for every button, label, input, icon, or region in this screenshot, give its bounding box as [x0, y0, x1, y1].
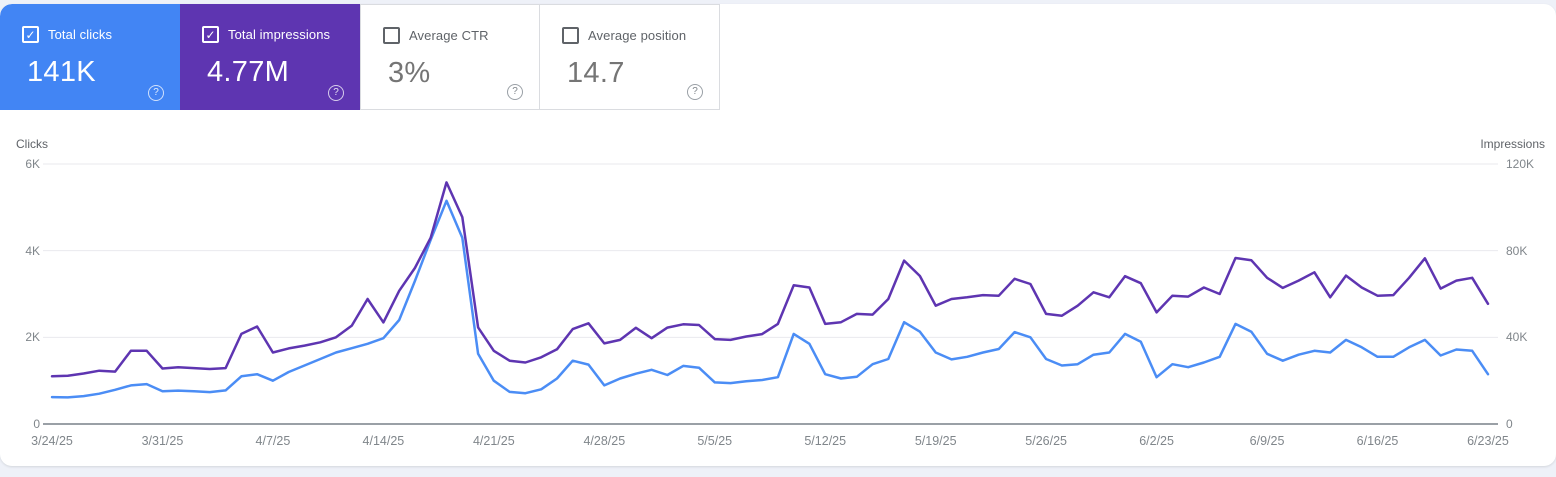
- metric-cards: ✓ Total clicks 141K ? ✓ Total impression…: [0, 4, 720, 110]
- help-icon[interactable]: ?: [687, 84, 703, 100]
- right-axis-tick: 40K: [1506, 330, 1528, 345]
- card-average-position[interactable]: ✓ Average position 14.7 ?: [540, 4, 720, 110]
- x-axis-tick: 6/16/25: [1356, 434, 1399, 448]
- card-total-impressions[interactable]: ✓ Total impressions 4.77M ?: [180, 4, 360, 110]
- x-axis-tick: 5/26/25: [1025, 434, 1067, 448]
- help-icon[interactable]: ?: [507, 84, 523, 100]
- total-clicks-checkbox[interactable]: ✓: [22, 26, 39, 43]
- x-axis-tick: 6/2/25: [1139, 434, 1174, 448]
- card-label: Total clicks: [48, 27, 113, 42]
- right-axis-tick: 0: [1506, 417, 1513, 431]
- card-label: Average CTR: [409, 28, 489, 43]
- x-axis-tick: 4/21/25: [472, 434, 515, 448]
- clicks-line: [50, 199, 1490, 399]
- x-axis-tick: 5/12/25: [804, 434, 847, 448]
- x-axis-tick: 6/9/25: [1249, 434, 1285, 448]
- card-label: Average position: [588, 28, 687, 43]
- x-axis-tick: 4/28/25: [583, 434, 626, 448]
- checkmark-icon: ✓: [25, 27, 36, 42]
- x-axis-tick: 3/24/25: [31, 434, 73, 448]
- left-axis-tick: 0: [33, 417, 40, 431]
- x-axis-tick: 3/31/25: [141, 434, 184, 448]
- x-axis-tick: 4/7/25: [255, 434, 291, 448]
- chart-canvas[interactable]: [0, 134, 1556, 466]
- x-axis-tick: 6/23/25: [1467, 434, 1509, 448]
- x-axis-tick: 4/14/25: [362, 434, 405, 448]
- impressions-line: [50, 181, 1490, 378]
- average-ctr-checkbox[interactable]: ✓: [383, 27, 400, 44]
- right-axis-tick: 80K: [1506, 243, 1528, 258]
- card-average-ctr[interactable]: ✓ Average CTR 3% ?: [360, 4, 540, 110]
- right-axis-tick: 120K: [1506, 157, 1535, 171]
- performance-chart: Clicks Impressions 0 0 2K 40K 4K 80K 6K 120K 3/2…: [0, 4, 1556, 466]
- help-icon[interactable]: ?: [328, 85, 344, 101]
- left-axis-tick: 2K: [25, 330, 40, 345]
- left-axis-tick: 4K: [25, 243, 40, 258]
- average-ctr-value: 3%: [388, 57, 431, 89]
- x-axis-tick: 5/19/25: [914, 434, 957, 448]
- performance-panel: Clicks Impressions 0 0 2K 40K 4K 80K 6K 120K 3/2…: [0, 4, 1556, 466]
- right-axis-title: Impressions: [1480, 137, 1545, 151]
- left-axis-tick: 6K: [25, 157, 40, 171]
- card-label: Total impressions: [228, 27, 331, 42]
- checkmark-icon: ✓: [205, 27, 216, 42]
- help-icon[interactable]: ?: [148, 85, 164, 101]
- total-impressions-value: 4.77M: [207, 56, 290, 88]
- average-position-value: 14.7: [567, 57, 625, 89]
- card-total-clicks[interactable]: ✓ Total clicks 141K ?: [0, 4, 180, 110]
- x-axis-tick: 5/5/25: [697, 434, 733, 448]
- left-axis-title: Clicks: [16, 137, 48, 151]
- average-position-checkbox[interactable]: ✓: [562, 27, 579, 44]
- total-clicks-value: 141K: [27, 56, 96, 88]
- total-impressions-checkbox[interactable]: ✓: [202, 26, 219, 43]
